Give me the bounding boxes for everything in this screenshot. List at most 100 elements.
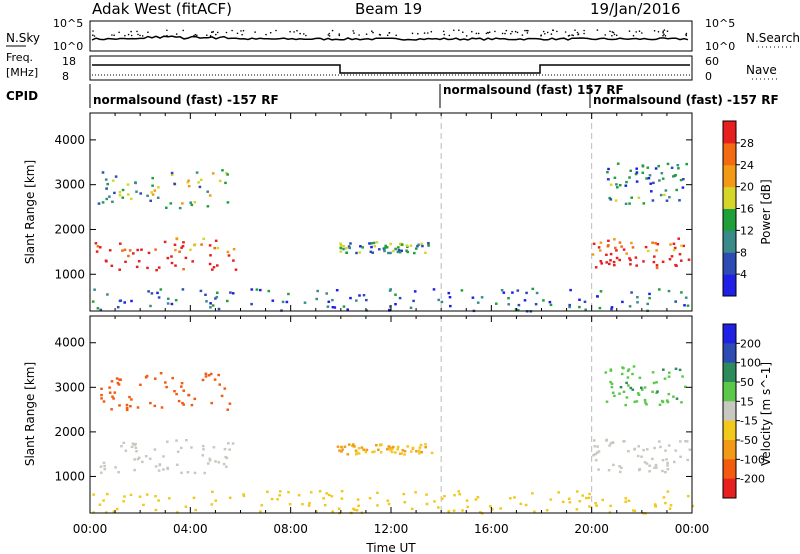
nsearch-dot	[254, 31, 256, 33]
data-cell	[625, 381, 628, 385]
data-cell	[209, 302, 212, 305]
data-cell	[675, 397, 679, 400]
y-tick-label: 2000	[54, 222, 85, 236]
data-cell	[151, 176, 154, 180]
data-cell	[116, 381, 120, 385]
data-cell	[193, 201, 197, 204]
data-cell	[392, 445, 395, 449]
data-cell	[214, 239, 218, 242]
data-cell	[242, 494, 246, 498]
data-cell	[217, 461, 221, 464]
nsearch-dot	[596, 29, 599, 31]
data-cell	[629, 263, 632, 266]
data-cell	[316, 289, 319, 293]
data-cell	[479, 511, 482, 514]
data-cell	[118, 191, 122, 194]
data-cell	[596, 295, 599, 298]
data-cell	[115, 377, 119, 380]
data-cell	[588, 492, 591, 496]
data-cell	[686, 458, 689, 462]
data-cell	[643, 398, 647, 402]
data-cell	[447, 510, 451, 513]
nsearch-dot	[663, 29, 666, 31]
data-cell	[411, 446, 415, 450]
nsearch-dot	[305, 34, 307, 37]
colorbar-tick-label: 15	[740, 395, 754, 408]
data-cell	[189, 201, 192, 204]
data-cell	[684, 385, 687, 388]
nsky-tick-top: 10^5	[53, 17, 83, 30]
data-cell	[180, 385, 183, 388]
data-cell	[212, 446, 216, 449]
data-cell	[200, 243, 203, 246]
data-cell	[509, 497, 512, 500]
data-cell	[664, 471, 667, 474]
data-cell	[133, 458, 136, 461]
data-cell	[141, 460, 144, 464]
data-cell	[209, 372, 213, 376]
data-cell	[687, 258, 691, 261]
data-cell	[163, 240, 167, 244]
nsearch-dot	[93, 35, 96, 37]
nsearch-tick-bottom: 10^0	[705, 40, 735, 53]
nsearch-dot	[653, 30, 656, 32]
nsearch-dot	[613, 33, 616, 36]
data-cell	[535, 291, 539, 295]
data-cell	[674, 300, 677, 303]
data-cell	[337, 507, 341, 510]
data-cell	[98, 503, 102, 506]
data-cell	[209, 306, 212, 309]
y-tick-label: 4000	[54, 133, 85, 147]
data-cell	[204, 375, 208, 378]
data-cell	[346, 453, 350, 456]
data-cell	[507, 303, 510, 306]
data-cell	[615, 249, 618, 252]
power-axes: 1000 2000 3000 4000	[54, 113, 693, 311]
data-cell	[628, 257, 631, 260]
data-cell	[398, 296, 402, 300]
nsearch-dot	[328, 35, 331, 37]
colorbar-tick-label: 8	[740, 246, 747, 259]
nave-tick-bottom: 0	[705, 70, 712, 83]
data-cell	[609, 198, 613, 201]
data-cell	[341, 448, 344, 451]
data-cell	[653, 466, 656, 469]
data-cell	[597, 450, 601, 453]
nave-label: Nave	[746, 63, 777, 77]
nsearch-dot	[240, 30, 242, 32]
data-cell	[213, 378, 217, 381]
data-cell	[673, 460, 676, 464]
data-cell	[181, 202, 184, 205]
data-cell	[391, 447, 394, 451]
data-cell	[410, 450, 413, 453]
nsearch-dot	[338, 34, 341, 37]
nsearch-dot	[657, 31, 660, 33]
data-cell	[208, 244, 212, 247]
data-cell	[259, 510, 262, 513]
data-cell	[106, 293, 109, 296]
cpid-segment-1: normalsound (fast) -157 RF	[93, 93, 279, 107]
data-cell	[100, 387, 103, 390]
data-cell	[583, 300, 587, 303]
nsearch-dot	[488, 31, 491, 33]
data-cell	[134, 442, 137, 446]
data-cell	[102, 400, 106, 403]
data-cell	[157, 296, 161, 299]
data-cell	[203, 471, 206, 475]
data-cell	[174, 299, 178, 302]
y-tick-label: 3000	[54, 380, 85, 394]
x-tick-label: 12:00	[374, 522, 409, 536]
nsearch-dot	[611, 34, 613, 37]
colorbar-tick-label: -100	[740, 453, 765, 466]
nsearch-dot	[664, 35, 667, 37]
data-cell	[685, 162, 688, 166]
data-cell	[640, 455, 643, 458]
data-cell	[217, 307, 221, 311]
data-cell	[260, 504, 264, 507]
data-cell	[615, 183, 618, 186]
data-cell	[103, 464, 106, 468]
data-cell	[460, 289, 464, 292]
data-cell	[99, 465, 103, 468]
data-cell	[415, 247, 418, 250]
